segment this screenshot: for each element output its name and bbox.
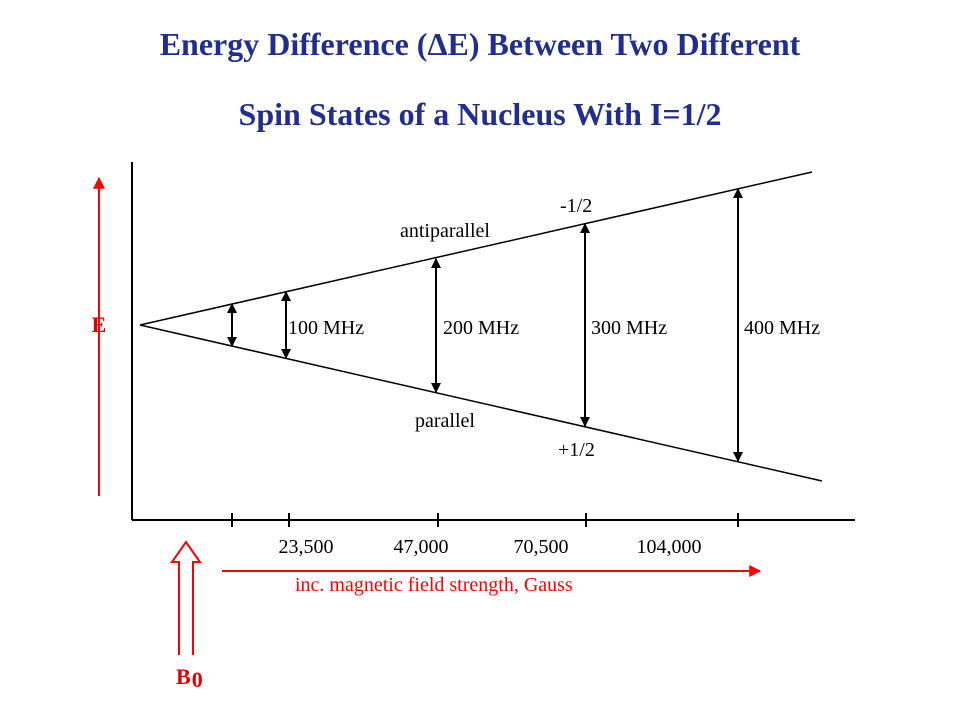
field-tick-label-47000: 47,000 (394, 536, 449, 558)
field-strength-caption: inc. magnetic field strength, Gauss (295, 574, 573, 596)
field-tick-label-70500: 70,500 (514, 536, 569, 558)
parallel-label: parallel (415, 410, 475, 432)
upper-energy-level-line (139, 171, 813, 326)
field-tick-label-104000: 104,000 (637, 536, 702, 558)
b0-symbol: B (176, 664, 191, 689)
spin-upper-label: -1/2 (560, 195, 592, 217)
spin-lower-label: +1/2 (558, 439, 595, 461)
b0-subscript: 0 (192, 667, 203, 692)
title-line-2: Spin States of a Nucleus With I=1/2 (238, 96, 722, 132)
frequency-label-100: 100 MHz (288, 317, 364, 339)
b0-field-arrow (170, 540, 202, 655)
field-tick-label-23500: 23,500 (279, 536, 334, 558)
antiparallel-label: antiparallel (400, 220, 490, 242)
title-line-1: Energy Difference (ΔE) Between Two Diffe… (159, 26, 801, 62)
energy-axis-label: E (92, 312, 107, 337)
b0-label: B0 (176, 664, 203, 692)
frequency-label-300: 300 MHz (591, 317, 667, 339)
lower-energy-level-line (139, 324, 823, 482)
frequency-label-400: 400 MHz (744, 317, 820, 339)
frequency-label-200: 200 MHz (443, 317, 519, 339)
